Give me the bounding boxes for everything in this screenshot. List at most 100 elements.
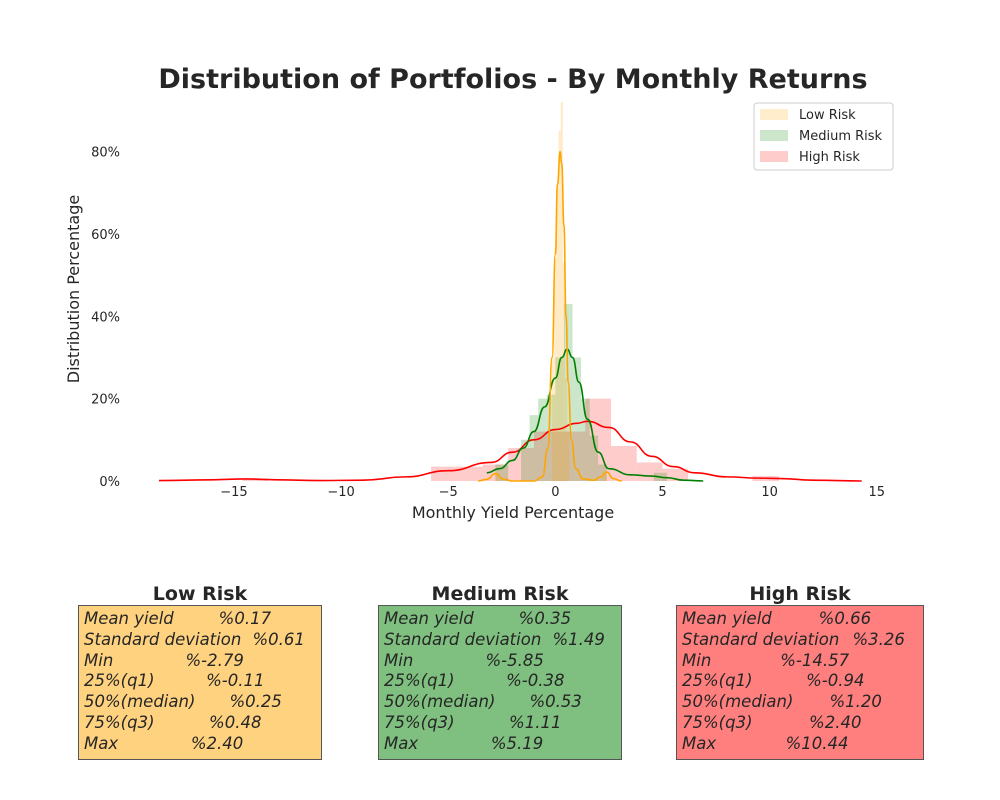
hist-bar-low-risk-1 [552, 357, 555, 481]
stat-value: %-0.11 [206, 671, 265, 691]
legend-frame [753, 102, 894, 171]
stat-name: Mean yield [384, 609, 474, 628]
stats-panel-high-risk: High Risk Mean yield %0.66 Standard deviat… [676, 583, 924, 760]
legend-swatch-high-risk [760, 151, 788, 162]
legend-swatch-low-risk [760, 109, 788, 120]
stat-name: Mean yield [682, 609, 772, 628]
hist-bar-low-risk-8 [567, 431, 570, 481]
stat-row: 50%(median) %0.53 [384, 692, 616, 713]
hist-bar-medium-risk-1 [521, 439, 530, 481]
stat-row: Max %5.19 [384, 734, 616, 755]
legend-label-low-risk: Low Risk [799, 108, 856, 123]
stat-row: 50%(median) %0.25 [84, 692, 316, 713]
hist-bar-low-risk-3 [556, 188, 559, 481]
stat-name: 75%(q3) [84, 712, 155, 732]
stat-row: Mean yield %0.35 [384, 609, 616, 630]
stat-name: Standard deviation [84, 629, 242, 649]
stat-value: %0.17 [218, 609, 272, 628]
hist-bar-low-risk-7 [564, 378, 568, 481]
legend-swatch-medium-risk [760, 130, 788, 141]
legend-label-high-risk: High Risk [799, 150, 860, 165]
stat-row: Min %-14.57 [682, 651, 918, 672]
stat-row: Min %-5.85 [384, 651, 616, 672]
stat-value: %2.40 [190, 733, 244, 753]
stat-row: Max %10.44 [682, 734, 918, 755]
stat-row: 25%(q1) %-0.11 [84, 671, 316, 692]
stat-row: 75%(q3) %1.11 [384, 713, 616, 734]
y-tick-label: 40% [91, 310, 120, 325]
hist-bar-medium-risk-7 [572, 357, 582, 481]
x-tick-label: 0 [551, 485, 559, 500]
stats-box-high-risk: Mean yield %0.66 Standard deviation %3.26 Mi… [676, 605, 924, 760]
histogram-layer [242, 102, 780, 482]
hist-bar-high-risk-0 [242, 478, 269, 481]
stat-row: Mean yield %0.66 [682, 609, 918, 630]
x-tick-label: −15 [220, 485, 247, 500]
stat-row: 25%(q1) %-0.38 [384, 671, 616, 692]
stat-name: Min [384, 650, 414, 670]
chart-title: Distribution of Portfolios - By Monthly … [158, 64, 867, 95]
stats-title-medium-risk: Medium Risk [431, 583, 569, 605]
stat-name: Min [84, 650, 114, 670]
hist-bar-high-risk-5 [559, 431, 586, 481]
stat-row: 75%(q3) %2.40 [682, 713, 918, 734]
stat-row: 25%(q1) %-0.94 [682, 671, 918, 692]
stats-panel-low-risk: Low Risk Mean yield %0.17 Standard deviati… [78, 583, 322, 760]
legend-label-medium-risk: Medium Risk [799, 129, 883, 144]
x-tick-label: −5 [439, 485, 458, 500]
stat-value: %-0.94 [806, 671, 865, 691]
stat-row: Standard deviation %3.26 [682, 630, 918, 651]
x-tick-label: −10 [327, 485, 354, 500]
kde-line-low-risk [478, 150, 622, 482]
stat-value: %1.11 [509, 712, 562, 732]
stat-value: %2.40 [809, 712, 862, 732]
stat-value: %0.25 [229, 692, 282, 712]
hist-bar-medium-risk-3 [538, 398, 547, 481]
stat-value: %5.19 [490, 733, 544, 753]
x-tick-label: 10 [761, 485, 778, 500]
stat-value: %1.20 [829, 692, 882, 712]
kde-line-medium-risk [486, 348, 704, 482]
stats-panel-medium-risk: Medium Risk Mean yield %0.35 Standard devi… [378, 583, 622, 760]
hist-bar-medium-risk-10 [598, 464, 607, 481]
stat-value: %1.49 [552, 629, 605, 649]
stat-value: %0.61 [252, 629, 305, 649]
legend: Low Risk Medium Risk High Risk [753, 102, 894, 171]
stat-name: Mean yield [84, 609, 174, 628]
y-tick-label: 0% [99, 475, 120, 490]
stat-name: 50%(median) [84, 692, 196, 712]
hist-bar-medium-risk-5 [555, 357, 564, 481]
stat-name: 25%(q1) [84, 671, 155, 691]
chart-area: Distribution of Portfolios - By Monthly … [64, 64, 894, 522]
stat-value: %-14.57 [780, 650, 850, 670]
hist-bar-medium-risk-4 [546, 394, 556, 481]
y-tick-label: 60% [91, 228, 120, 243]
stats-box-medium-risk: Mean yield %0.35 Standard deviation %1.49 Mi… [378, 605, 622, 760]
hist-bar-medium-risk-9 [589, 435, 599, 481]
stat-value: %3.26 [852, 629, 905, 649]
y-axis-label: Distribution Percentage [64, 195, 83, 383]
hist-bar-medium-risk-2 [529, 415, 539, 481]
stat-name: 75%(q3) [384, 712, 455, 732]
x-tick-label: 5 [658, 485, 666, 500]
stats-box-low-risk: Mean yield %0.17 Standard deviation %0.61 Mi… [78, 605, 322, 760]
stat-name: 25%(q1) [384, 671, 455, 691]
hist-bar-high-risk-7 [611, 445, 637, 481]
stat-value: %0.35 [518, 609, 572, 628]
stat-row: 50%(median) %1.20 [682, 692, 918, 713]
stat-name: Standard deviation [384, 629, 542, 649]
stats-title-high-risk: High Risk [749, 583, 851, 605]
stat-name: 75%(q3) [682, 712, 753, 732]
stat-value: %10.44 [785, 733, 849, 753]
hist-bar-low-risk-4 [558, 130, 561, 482]
stat-value: %-2.79 [185, 650, 244, 670]
stat-name: Max [384, 733, 419, 753]
stat-name: 50%(median) [682, 692, 794, 712]
stat-row: Min %-2.79 [84, 651, 316, 672]
stats-title-low-risk: Low Risk [152, 583, 248, 605]
stat-value: %0.53 [529, 692, 582, 712]
kde-layer [158, 150, 862, 482]
stat-row: Standard deviation %0.61 [84, 630, 316, 651]
hist-bar-low-risk-9 [602, 472, 607, 481]
stat-value: %0.66 [818, 609, 872, 628]
